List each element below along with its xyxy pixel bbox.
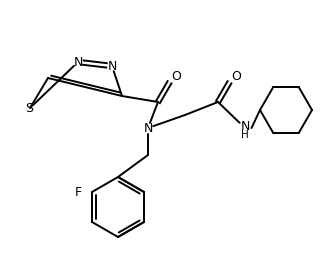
Text: O: O [171, 70, 181, 84]
Text: N: N [143, 122, 153, 134]
Text: H: H [241, 130, 249, 140]
Text: F: F [75, 185, 82, 199]
Text: N: N [73, 56, 83, 68]
Text: N: N [107, 59, 117, 73]
Text: S: S [25, 102, 33, 116]
Text: N: N [240, 121, 250, 134]
Text: O: O [231, 70, 241, 84]
